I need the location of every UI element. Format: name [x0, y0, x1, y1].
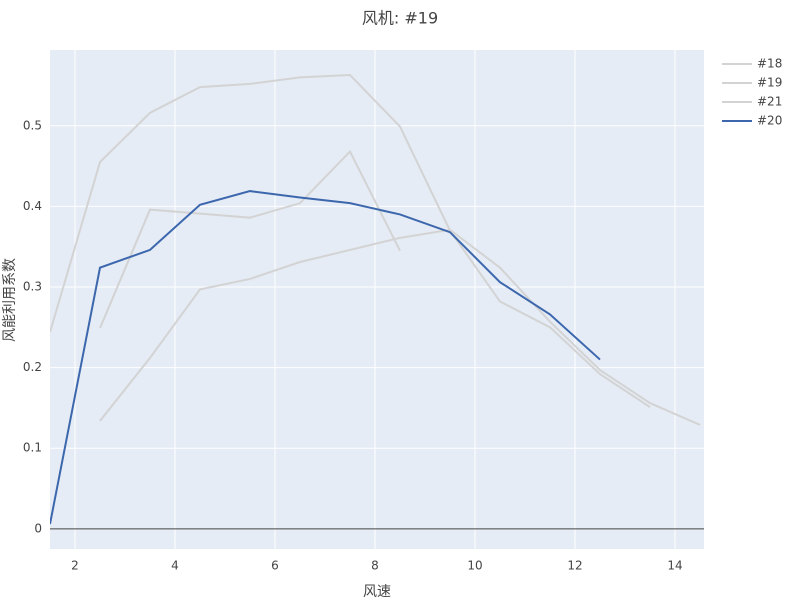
- x-tick-label: 12: [567, 559, 582, 573]
- series-line: [99, 149, 401, 329]
- series-line: [99, 228, 701, 426]
- chart-title: 风机: #19: [362, 9, 438, 28]
- series-line: [50, 190, 601, 525]
- plot-background: [50, 50, 704, 549]
- x-tick-label: 14: [667, 559, 682, 573]
- x-tick-label: 4: [171, 559, 179, 573]
- y-tick-label: 0.1: [23, 441, 42, 455]
- x-tick-label: 8: [371, 559, 379, 573]
- y-tick-label: 0.4: [23, 199, 42, 213]
- y-tick-label: 0: [34, 521, 42, 535]
- series-line: [50, 73, 651, 408]
- x-axis-label: 风速: [363, 584, 391, 600]
- plot-lines: [50, 73, 701, 525]
- x-tick-label: 6: [271, 559, 279, 573]
- legend-label: #21: [757, 95, 782, 109]
- y-tick-label: 0.5: [23, 118, 42, 132]
- y-axis-label: 风能利用系数: [2, 258, 18, 342]
- y-tick-label: 0.2: [23, 360, 42, 374]
- legend-label: #18: [757, 57, 782, 71]
- x-tick-label: 10: [467, 559, 482, 573]
- legend-label: #19: [757, 76, 782, 90]
- y-tick-label: 0.3: [23, 280, 42, 294]
- legend-label: #20: [757, 114, 782, 128]
- x-tick-label: 2: [71, 559, 79, 573]
